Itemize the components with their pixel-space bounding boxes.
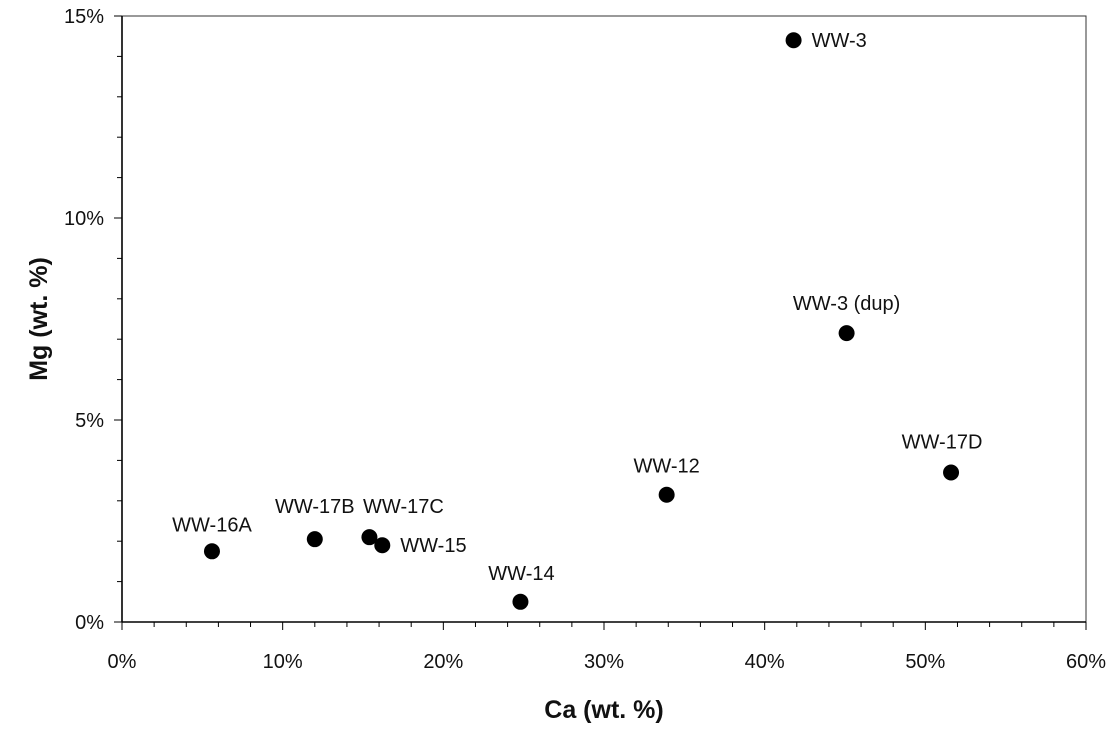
y-tick-label: 0% (75, 612, 104, 634)
data-point (512, 593, 529, 610)
data-points (203, 32, 960, 610)
x-tick-label: 10% (263, 651, 303, 673)
y-tick-label: 5% (75, 410, 104, 432)
data-point (785, 32, 802, 49)
point-label: WW-17B (275, 496, 355, 518)
point-label: WW-17D (902, 432, 983, 454)
data-point (203, 543, 220, 560)
data-point (361, 529, 378, 546)
plot-border (121, 15, 1087, 623)
point-label: WW-3 (dup) (793, 293, 900, 315)
data-point (838, 325, 855, 342)
x-tick-label: 30% (584, 651, 624, 673)
x-tick-label: 50% (905, 651, 945, 673)
data-point (306, 531, 323, 548)
point-labels: WW-16A WW-17B WW-17C WW-15 WW-14 WW-12 WW-3 WW-… (172, 30, 982, 585)
x-axis: 0% 10% 20% 30% 40% 50% 60% (108, 622, 1106, 673)
plot-area (121, 15, 1087, 623)
x-tick-label: 20% (423, 651, 463, 673)
x-tick-label: 60% (1066, 651, 1106, 673)
y-tick-label: 10% (64, 208, 104, 230)
point-label: WW-15 (400, 535, 466, 557)
data-point (943, 464, 960, 481)
y-axis-title: Mg (wt. %) (25, 257, 53, 381)
point-label: WW-12 (634, 456, 700, 478)
x-axis-title: Ca (wt. %) (544, 696, 663, 724)
y-axis: 0% 5% 10% 15% (64, 6, 122, 634)
point-label: WW-3 (812, 30, 867, 52)
point-label: WW-16A (172, 514, 252, 536)
x-tick-label: 40% (745, 651, 785, 673)
data-point (658, 486, 675, 503)
data-point (374, 537, 391, 554)
point-label: WW-14 (488, 563, 554, 585)
point-label: WW-17C (363, 496, 444, 518)
x-tick-label: 0% (108, 651, 137, 673)
y-tick-label: 15% (64, 6, 104, 28)
